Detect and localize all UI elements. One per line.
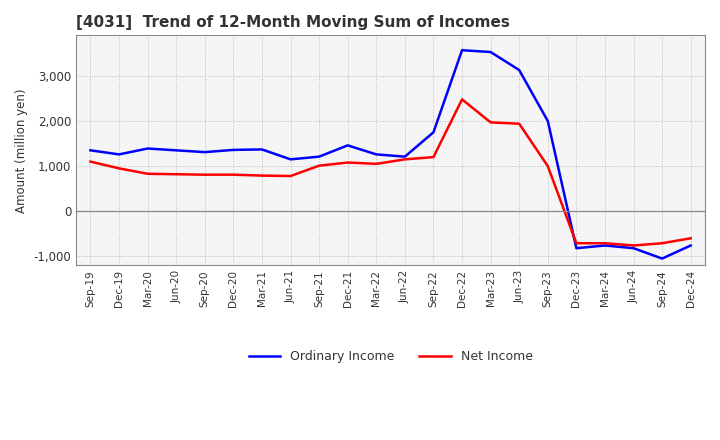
Ordinary Income bbox=[114, 152, 123, 157]
Ordinary Income bbox=[372, 152, 381, 157]
Net Income bbox=[572, 241, 581, 246]
Net Income bbox=[287, 173, 295, 179]
Net Income bbox=[200, 172, 209, 177]
Net Income bbox=[229, 172, 238, 177]
Ordinary Income bbox=[429, 130, 438, 135]
Net Income bbox=[114, 166, 123, 171]
Ordinary Income bbox=[544, 118, 552, 124]
Net Income bbox=[343, 160, 352, 165]
Ordinary Income bbox=[86, 148, 95, 153]
Net Income bbox=[486, 120, 495, 125]
Net Income bbox=[258, 173, 266, 178]
Y-axis label: Amount (million yen): Amount (million yen) bbox=[15, 88, 28, 213]
Ordinary Income bbox=[343, 143, 352, 148]
Net Income bbox=[686, 236, 695, 241]
Ordinary Income bbox=[315, 154, 323, 159]
Net Income bbox=[544, 164, 552, 169]
Net Income bbox=[143, 171, 152, 176]
Ordinary Income bbox=[458, 48, 467, 53]
Ordinary Income bbox=[143, 146, 152, 151]
Net Income bbox=[600, 241, 609, 246]
Net Income bbox=[86, 159, 95, 164]
Line: Net Income: Net Income bbox=[91, 99, 690, 246]
Ordinary Income bbox=[400, 154, 409, 159]
Ordinary Income bbox=[572, 246, 581, 251]
Ordinary Income bbox=[258, 147, 266, 152]
Ordinary Income bbox=[515, 67, 523, 73]
Legend: Ordinary Income, Net Income: Ordinary Income, Net Income bbox=[243, 345, 538, 368]
Ordinary Income bbox=[686, 243, 695, 248]
Ordinary Income bbox=[200, 150, 209, 155]
Net Income bbox=[315, 163, 323, 169]
Net Income bbox=[629, 243, 638, 248]
Ordinary Income bbox=[486, 49, 495, 55]
Ordinary Income bbox=[229, 147, 238, 153]
Net Income bbox=[658, 241, 667, 246]
Ordinary Income bbox=[287, 157, 295, 162]
Ordinary Income bbox=[172, 148, 181, 153]
Ordinary Income bbox=[600, 243, 609, 248]
Net Income bbox=[400, 157, 409, 162]
Line: Ordinary Income: Ordinary Income bbox=[91, 50, 690, 259]
Text: [4031]  Trend of 12-Month Moving Sum of Incomes: [4031] Trend of 12-Month Moving Sum of I… bbox=[76, 15, 510, 30]
Ordinary Income bbox=[658, 256, 667, 261]
Net Income bbox=[429, 154, 438, 160]
Net Income bbox=[372, 161, 381, 166]
Net Income bbox=[515, 121, 523, 126]
Ordinary Income bbox=[629, 246, 638, 251]
Net Income bbox=[458, 97, 467, 102]
Net Income bbox=[172, 172, 181, 177]
